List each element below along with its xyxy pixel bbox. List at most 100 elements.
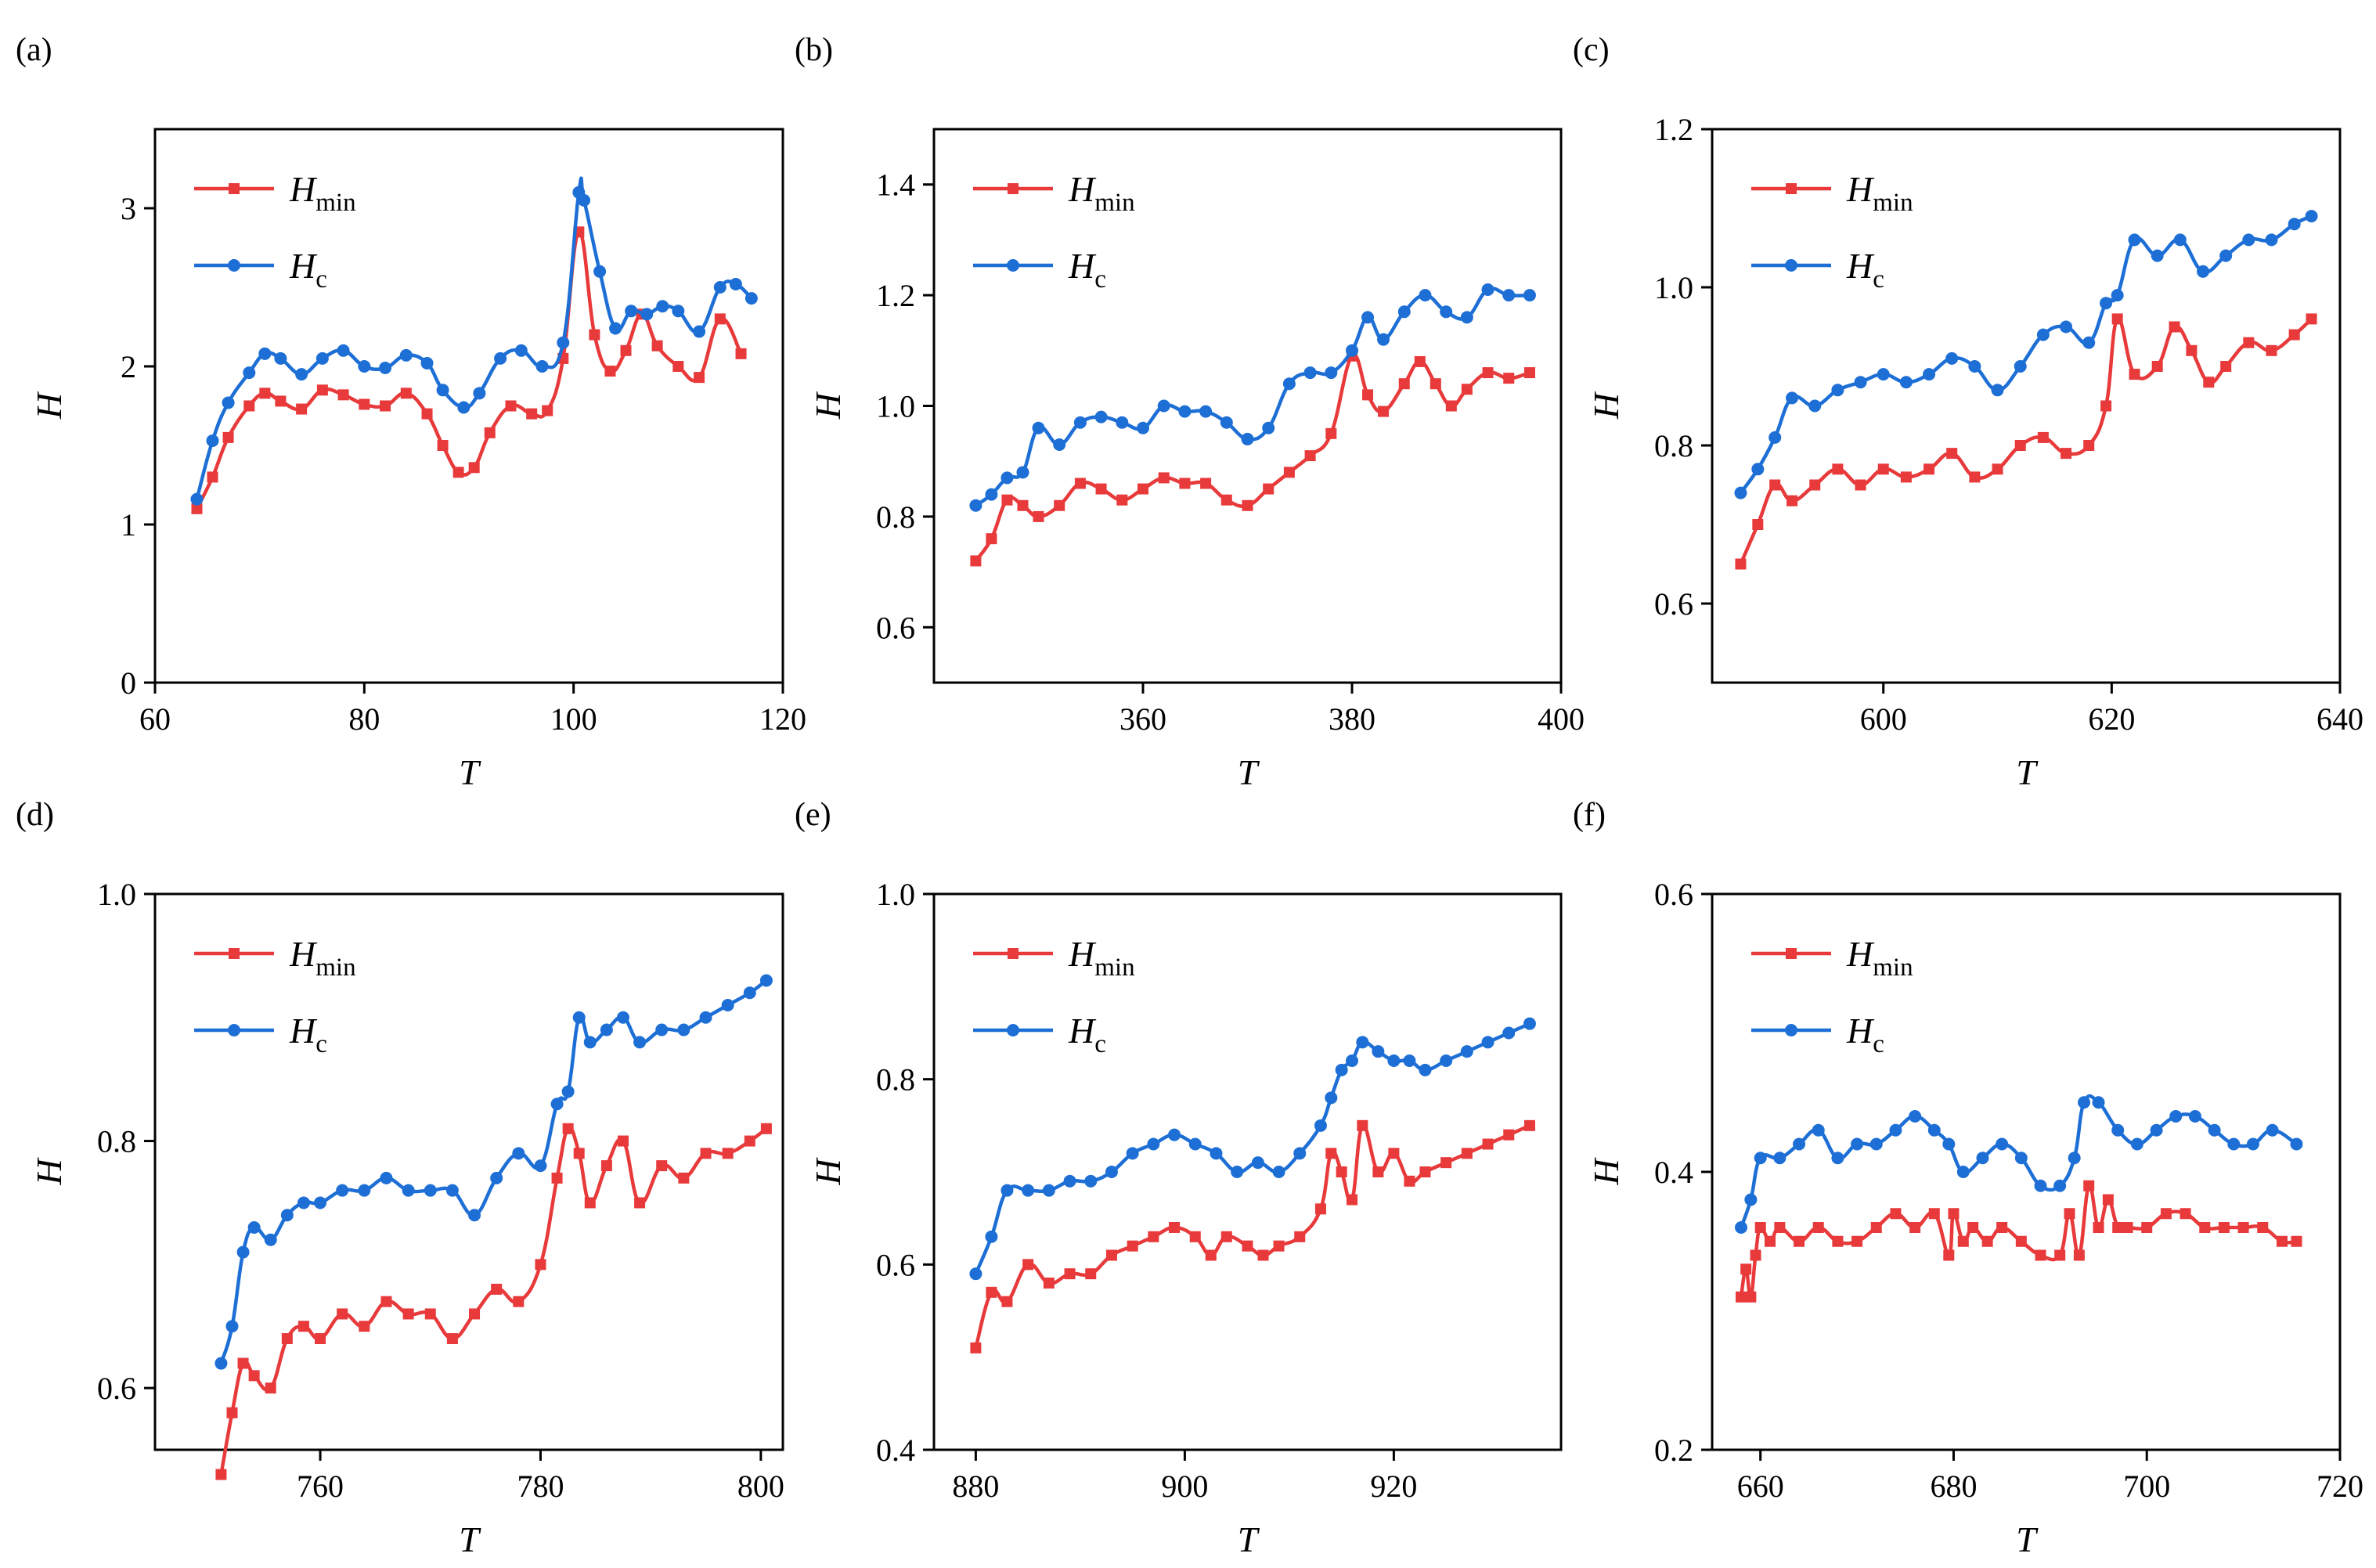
data-point: [1831, 1152, 1844, 1165]
legend-label-subscript: min: [315, 953, 355, 982]
series-hmin: [1736, 1180, 2302, 1303]
y-axis-label: H: [808, 1157, 848, 1186]
y-tick-label: 0.6: [876, 610, 915, 645]
data-point: [1769, 479, 1781, 491]
data-point: [1017, 499, 1029, 511]
legend-label-subscript: c: [315, 1030, 327, 1058]
data-point: [315, 1333, 326, 1344]
plot-frame: [1711, 128, 2342, 684]
x-tick-label: 80: [348, 701, 380, 737]
panel-label: (d): [16, 797, 54, 833]
plot-frame: [932, 128, 1563, 684]
data-point: [1404, 1175, 1415, 1187]
data-point: [2122, 1222, 2133, 1233]
panel-label: (f): [1573, 797, 1606, 833]
data-point: [1362, 389, 1374, 401]
data-point: [380, 1171, 393, 1184]
data-point: [1263, 483, 1275, 495]
data-point: [969, 1267, 982, 1281]
y-tick-label: 0.4: [1654, 1155, 1693, 1190]
data-point: [1199, 405, 1213, 418]
data-point: [1768, 431, 1782, 444]
data-point: [617, 1135, 629, 1147]
data-point: [1481, 1036, 1494, 1049]
series-hc: [1734, 210, 2318, 499]
data-point: [337, 344, 350, 357]
data-point: [1890, 1208, 1902, 1220]
data-point: [1430, 378, 1441, 390]
data-point: [191, 503, 203, 514]
data-point: [2188, 1110, 2201, 1123]
data-point: [1957, 1235, 1969, 1247]
data-point: [1787, 495, 1798, 506]
data-point: [2173, 233, 2187, 247]
data-point: [1855, 479, 1866, 491]
legend-label-base: H: [289, 934, 318, 974]
data-point: [1445, 400, 1457, 412]
data-point: [2111, 313, 2123, 325]
data-point: [222, 396, 235, 409]
data-point: [1356, 1036, 1369, 1049]
data-point: [1523, 1017, 1536, 1030]
data-point: [236, 1245, 250, 1259]
data-point: [1460, 311, 1473, 324]
x-axis-label: T: [459, 1519, 481, 1559]
data-point: [759, 974, 773, 987]
data-point: [1927, 1123, 1941, 1137]
data-point: [1734, 486, 1747, 499]
data-point: [986, 533, 997, 545]
data-point: [1996, 1222, 2008, 1233]
y-tick-label: 1.2: [876, 278, 915, 313]
data-point: [593, 265, 607, 278]
data-point: [265, 1382, 276, 1394]
x-axis-label: T: [2016, 1519, 2039, 1559]
data-point: [678, 1172, 690, 1184]
series-line: [975, 287, 1530, 507]
data-point: [2199, 1222, 2211, 1233]
y-tick-label: 0.8: [876, 1062, 915, 1098]
data-point: [1387, 1054, 1401, 1067]
data-point: [600, 1160, 612, 1172]
data-point: [1127, 1240, 1138, 1252]
data-point: [2169, 321, 2180, 333]
legend-marker: [1007, 1024, 1019, 1036]
data-point: [315, 351, 329, 365]
x-axis-label: T: [1238, 1519, 1260, 1559]
data-point: [1241, 432, 1254, 445]
data-point: [1054, 499, 1065, 511]
data-point: [2169, 1110, 2183, 1123]
data-point: [1793, 1137, 1806, 1151]
data-point: [491, 1283, 503, 1295]
data-point: [1304, 450, 1316, 462]
data-point: [561, 1085, 575, 1098]
data-point: [1523, 367, 1535, 379]
data-point: [584, 1197, 596, 1209]
data-point: [1242, 499, 1253, 511]
legend-marker: [1786, 948, 1797, 959]
legend-label: Hmin: [289, 934, 356, 982]
data-point: [1750, 1249, 1761, 1261]
data-point: [1754, 1152, 1767, 1165]
data-point: [2036, 328, 2050, 341]
data-point: [1502, 1026, 1516, 1040]
data-point: [985, 1230, 998, 1243]
data-point: [1388, 1148, 1400, 1159]
data-point: [1074, 478, 1086, 489]
data-point: [190, 492, 204, 506]
data-point: [446, 1333, 458, 1344]
data-point: [1502, 289, 1516, 302]
data-point: [1754, 1222, 1766, 1233]
data-point: [1899, 376, 1913, 389]
data-point: [2083, 1180, 2095, 1191]
data-point: [380, 400, 391, 412]
data-point: [729, 277, 742, 290]
x-tick-label: 700: [2123, 1469, 2170, 1504]
data-point: [1116, 494, 1128, 506]
data-point: [573, 1148, 585, 1159]
data-point: [359, 1321, 370, 1332]
data-point: [237, 1357, 249, 1369]
